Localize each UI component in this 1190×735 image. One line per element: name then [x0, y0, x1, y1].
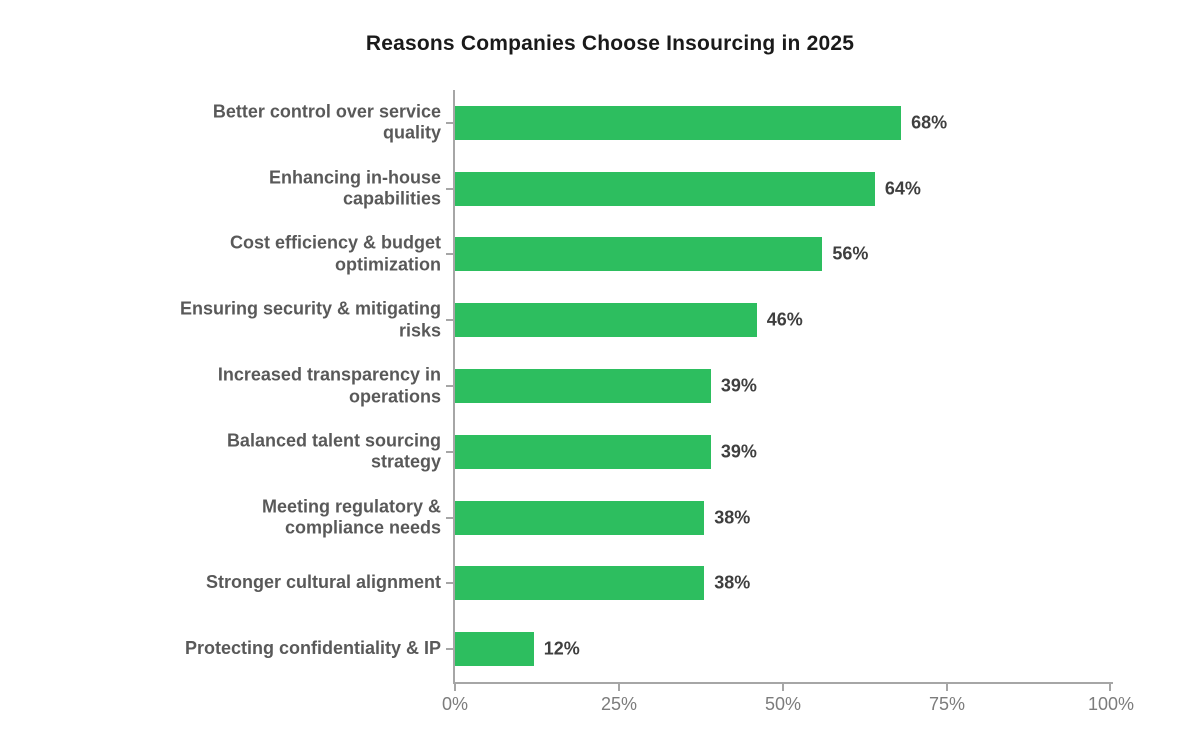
- category-label: Enhancing in-house capabilities: [268, 167, 441, 209]
- category-label: Ensuring security & mitigating risks: [179, 298, 441, 341]
- value-label: 39%: [720, 375, 757, 396]
- x-axis-tick-label: 50%: [764, 694, 802, 714]
- bar: [455, 566, 705, 601]
- y-axis-tick: [446, 516, 454, 519]
- x-axis-tick-label: 0%: [441, 694, 469, 714]
- bar: [455, 500, 705, 535]
- category-label: Stronger cultural alignment: [205, 572, 441, 593]
- category-label: Increased transparency in operations: [217, 364, 441, 406]
- y-axis-line: [453, 90, 455, 684]
- y-axis-tick: [446, 187, 454, 190]
- bar: [455, 303, 757, 338]
- category-label: Meeting regulatory & compliance needs: [261, 495, 441, 538]
- x-axis-tick: [946, 683, 948, 691]
- category-label: Better control over service quality: [212, 101, 441, 143]
- category-label: Balanced talent sourcing strategy: [226, 430, 441, 472]
- value-label: 39%: [720, 441, 757, 462]
- x-axis-tick-label: 75%: [928, 694, 966, 714]
- x-axis-tick: [618, 683, 620, 691]
- value-label: 46%: [766, 309, 803, 330]
- category-label: Protecting confidentiality & IP: [184, 638, 441, 659]
- value-label: 38%: [714, 507, 751, 528]
- value-label: 38%: [714, 572, 751, 593]
- y-axis-tick: [446, 450, 454, 453]
- bar: [455, 171, 875, 206]
- bar: [455, 369, 711, 403]
- bar: [455, 105, 902, 140]
- x-axis-tick: [454, 683, 456, 691]
- x-axis-tick: [782, 683, 784, 691]
- bar: [455, 237, 823, 272]
- y-axis-tick: [446, 385, 454, 387]
- value-label: 68%: [911, 112, 948, 133]
- y-axis-tick: [446, 121, 454, 124]
- y-axis-tick: [446, 319, 454, 322]
- chart-title: Reasons Companies Choose Insourcing in 2…: [365, 32, 855, 55]
- value-label: 64%: [884, 178, 921, 199]
- x-axis-tick: [1109, 683, 1111, 691]
- value-label: 12%: [543, 638, 580, 659]
- category-label: Cost efficiency & budget optimization: [229, 232, 441, 275]
- bar: [455, 434, 711, 469]
- bar: [455, 632, 534, 667]
- x-axis-tick-label: 100%: [1087, 694, 1135, 714]
- y-axis-tick: [446, 253, 454, 256]
- y-axis-tick: [446, 582, 454, 585]
- x-axis-tick-label: 25%: [600, 694, 638, 714]
- value-label: 56%: [832, 243, 869, 264]
- y-axis-tick: [446, 648, 454, 651]
